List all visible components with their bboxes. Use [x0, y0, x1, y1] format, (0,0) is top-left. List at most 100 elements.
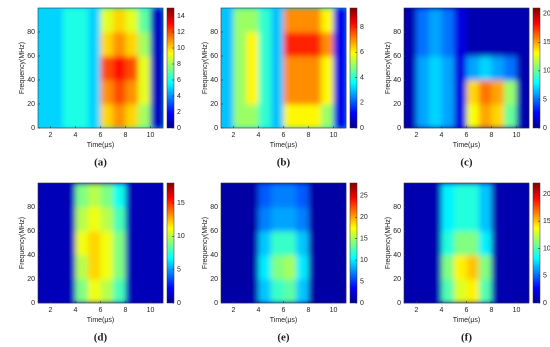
- heat-cell: [321, 104, 334, 129]
- heat-cell: [308, 231, 322, 256]
- heat-cell: [283, 8, 297, 33]
- y-tick-label: 60: [210, 228, 218, 235]
- x-tick-label: 10: [330, 132, 338, 139]
- heat-cell: [441, 231, 455, 256]
- heat-cell: [150, 104, 164, 129]
- heat-cell: [479, 104, 492, 129]
- heat-cell: [466, 207, 480, 232]
- heat-cell: [491, 207, 505, 232]
- heat-cell: [416, 8, 430, 33]
- heat-cell: [100, 279, 114, 304]
- x-tick-label: 4: [74, 307, 78, 314]
- heat-cell: [75, 279, 89, 304]
- colorbar-tick-label: 10: [543, 68, 550, 75]
- heat-cell: [308, 56, 322, 81]
- heat-cell: [113, 80, 126, 105]
- colorbar-tick-label: 6: [360, 49, 364, 56]
- x-tick-label: 2: [49, 132, 53, 139]
- colorbar-tick-label: 15: [543, 218, 550, 225]
- y-axis-label: Frequency(MHz): [19, 42, 26, 94]
- heat-cell: [63, 80, 76, 105]
- heat-cell: [138, 80, 151, 105]
- heat-cell: [221, 104, 234, 129]
- heat-cell: [296, 80, 309, 105]
- heat-cell: [88, 8, 101, 33]
- colorbar-tick-label: 15: [360, 236, 368, 243]
- heat-cell: [333, 231, 347, 256]
- heat-cell: [88, 255, 101, 280]
- heat-cell: [516, 279, 530, 304]
- heat-cell: [113, 207, 126, 232]
- colorbar-tick-label: 20: [543, 191, 550, 198]
- heat-cell: [479, 80, 492, 105]
- caption: (e): [277, 332, 290, 344]
- heat-cell: [246, 207, 259, 232]
- colorbar-tick-label: 0: [360, 300, 364, 307]
- heat-cell: [100, 231, 114, 256]
- heat-cell: [454, 183, 467, 208]
- heat-cell: [441, 32, 455, 57]
- heat-cell: [271, 104, 284, 129]
- y-tick-label: 40: [210, 252, 218, 259]
- colorbar-tick-label: 10: [543, 245, 550, 252]
- panel: 2 4 6 8 10 0 20 40 60 80 Time(μs) Frequency(MHz) 0 2 4…: [19, 7, 185, 169]
- y-tick-label: 0: [397, 300, 401, 307]
- heat-cell: [38, 231, 51, 256]
- colorbar-tick-label: 5: [360, 278, 364, 285]
- x-tick-label: 2: [232, 307, 236, 314]
- heat-cell: [221, 279, 234, 304]
- heat-cell: [333, 104, 347, 129]
- colorbar-tick-label: 20: [543, 11, 550, 18]
- heat-cell: [50, 231, 64, 256]
- heat-cell: [416, 104, 430, 129]
- heat-cell: [283, 207, 297, 232]
- heat-cell: [50, 255, 64, 280]
- heat-cell: [113, 279, 126, 304]
- caption: (a): [94, 157, 107, 169]
- y-tick-label: 60: [393, 228, 401, 235]
- heat-cell: [113, 104, 126, 129]
- colorbar-tick-label: 20: [360, 214, 368, 221]
- heat-cell: [221, 231, 234, 256]
- heat-cell: [63, 279, 76, 304]
- x-tick-label: 6: [465, 132, 469, 139]
- heat-cell: [75, 56, 89, 81]
- heat-cell: [221, 80, 234, 105]
- heat-cell: [63, 231, 76, 256]
- colorbar: [166, 7, 175, 129]
- heat-cell: [321, 231, 334, 256]
- heat-cell: [308, 104, 322, 129]
- y-tick-label: 40: [27, 77, 35, 84]
- heat-cell: [125, 183, 139, 208]
- y-tick-label: 60: [27, 53, 35, 60]
- heat-cell: [321, 279, 334, 304]
- heat-cell: [271, 80, 284, 105]
- heat-cell: [246, 183, 259, 208]
- heat-cell: [246, 279, 259, 304]
- heatmap: [404, 8, 530, 129]
- heat-cell: [516, 104, 530, 129]
- y-axis-label: Frequency(MHz): [19, 217, 26, 269]
- x-tick-label: 4: [440, 132, 444, 139]
- colorbar-tick-label: 8: [360, 24, 364, 31]
- colorbar: [166, 182, 175, 304]
- heat-cell: [441, 56, 455, 81]
- y-tick-label: 20: [393, 276, 401, 283]
- heat-cell: [416, 183, 430, 208]
- heat-cell: [441, 279, 455, 304]
- heat-cell: [138, 255, 151, 280]
- heat-cell: [75, 231, 89, 256]
- heat-cell: [125, 279, 139, 304]
- heat-cell: [63, 56, 76, 81]
- x-tick-label: 6: [282, 132, 286, 139]
- x-axis-label: Time(μs): [453, 317, 481, 324]
- x-tick-label: 2: [49, 307, 53, 314]
- heat-cell: [100, 8, 114, 33]
- colorbar-tick-label: 5: [543, 273, 547, 280]
- heat-cell: [100, 104, 114, 129]
- heat-cell: [321, 80, 334, 105]
- heat-cell: [271, 279, 284, 304]
- heat-cell: [429, 255, 442, 280]
- heat-cell: [491, 32, 505, 57]
- heat-cell: [504, 279, 517, 304]
